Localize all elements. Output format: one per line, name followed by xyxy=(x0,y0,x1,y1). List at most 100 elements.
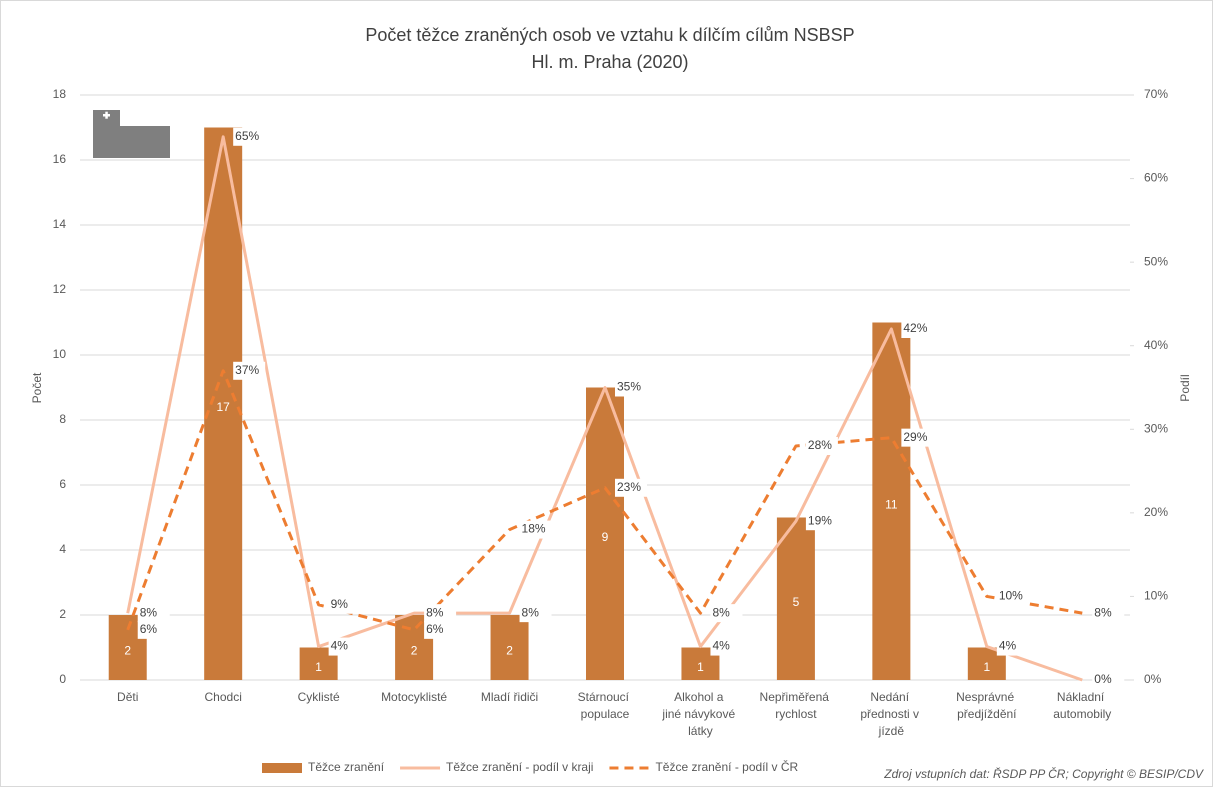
y-tick-label: 12 xyxy=(53,282,67,296)
value-label-bg xyxy=(328,637,361,656)
y-tick-label: 0 xyxy=(59,672,66,686)
x-tick-label: Děti xyxy=(117,690,138,704)
line-value-label: 6% xyxy=(426,622,444,636)
bar-value-label: 5 xyxy=(793,595,800,609)
x-tick-label: Alkohol a jiné návykové látky xyxy=(661,690,738,738)
value-label-bg xyxy=(901,428,934,447)
x-tick-label: Nedání přednosti v jízdě xyxy=(860,690,922,738)
x-tick-label: Mladí řidiči xyxy=(481,690,538,704)
value-label-bg xyxy=(1092,671,1125,689)
value-label-bg xyxy=(519,520,552,539)
y-tick-label: 8 xyxy=(59,412,66,426)
line-value-label: 19% xyxy=(808,513,832,527)
hospital-icon xyxy=(93,110,170,158)
legend-swatch xyxy=(262,763,302,773)
x-tick-label: Nákladní automobily xyxy=(1053,690,1111,721)
chart-subtitle: Hl. m. Praha (2020) xyxy=(531,52,688,72)
bar xyxy=(490,615,529,680)
y2-tick-label: 60% xyxy=(1144,171,1168,185)
y2-tick-label: 10% xyxy=(1144,589,1168,603)
line-value-label: 8% xyxy=(1094,605,1112,619)
bar-value-label: 1 xyxy=(315,660,322,674)
legend-label: Těžce zranění xyxy=(308,760,385,774)
value-label-bg xyxy=(519,604,552,623)
bar xyxy=(776,517,815,680)
x-tick-label: Stárnoucí populace xyxy=(578,690,633,721)
x-tick-label: Nepřiměřená rychlost xyxy=(760,690,833,721)
line-value-label: 10% xyxy=(999,589,1023,603)
y-tick-label: 6 xyxy=(59,477,66,491)
y2-tick-label: 30% xyxy=(1144,421,1168,435)
line-value-label: 23% xyxy=(617,480,641,494)
value-label-bg xyxy=(137,620,170,639)
value-label-bg xyxy=(137,604,170,623)
value-label-bg xyxy=(615,378,647,397)
value-label-bg xyxy=(615,478,647,497)
value-label-bg xyxy=(805,437,838,455)
bar-value-label: 2 xyxy=(506,644,513,658)
line-value-label: 6% xyxy=(140,622,158,636)
value-label-bg xyxy=(328,595,361,614)
line-value-label: 65% xyxy=(235,129,259,143)
y2-tick-label: 40% xyxy=(1144,338,1168,352)
y-tick-label: 14 xyxy=(53,217,67,231)
line-value-label: 37% xyxy=(235,363,259,377)
line-value-label: 29% xyxy=(903,430,927,444)
line-value-label: 18% xyxy=(522,522,546,536)
bar xyxy=(586,387,624,680)
bar-value-label: 1 xyxy=(697,660,704,674)
y2-tick-label: 0% xyxy=(1144,672,1162,686)
line-value-label: 4% xyxy=(999,639,1017,653)
bars xyxy=(108,127,1006,680)
y2-axis-label: Podíl xyxy=(1178,374,1192,401)
x-tick-label: Cyklisté xyxy=(298,690,340,704)
line-value-label: 35% xyxy=(617,380,641,394)
line-value-label: 8% xyxy=(140,605,158,619)
value-label-bg xyxy=(901,320,934,338)
y2-tick-label: 50% xyxy=(1144,254,1168,268)
value-label-bg xyxy=(996,637,1029,656)
y-tick-label: 2 xyxy=(59,607,66,621)
bar-value-label: 1 xyxy=(983,660,990,674)
value-label-bg xyxy=(710,637,743,656)
bar-value-label: 9 xyxy=(602,530,609,544)
x-tick-label: Chodci xyxy=(205,690,242,704)
bar-value-label: 2 xyxy=(124,644,131,658)
line-value-label: 8% xyxy=(712,605,730,619)
line-value-label: 28% xyxy=(808,438,832,452)
y2-tick-label: 20% xyxy=(1144,505,1168,519)
line-value-label: 8% xyxy=(522,605,540,619)
line-value-label: 9% xyxy=(331,597,349,611)
source-note: Zdroj vstupních dat: ŘSDP PP ČR; Copyrig… xyxy=(883,766,1204,781)
y-tick-label: 4 xyxy=(59,542,66,556)
legend-label: Těžce zranění - podíl v ČR xyxy=(655,759,798,774)
line-value-label: 8% xyxy=(426,605,444,619)
line-value-label: 0% xyxy=(1094,672,1112,686)
line-value-label: 4% xyxy=(712,639,730,653)
bar-value-label: 11 xyxy=(885,497,898,511)
value-label-bg xyxy=(710,604,743,623)
chart-title: Počet těžce zraněných osob ve vztahu k d… xyxy=(365,25,854,45)
y-tick-label: 16 xyxy=(53,152,67,166)
value-label-bg xyxy=(805,512,838,531)
y2-tick-label: 70% xyxy=(1144,87,1168,101)
bar-value-label: 2 xyxy=(411,644,418,658)
value-label-bg xyxy=(1092,604,1125,623)
value-label-bg xyxy=(233,127,266,146)
y-tick-label: 10 xyxy=(53,347,67,361)
value-label-bg xyxy=(996,587,1029,606)
x-tick-label: Nesprávné předjíždění xyxy=(956,690,1017,721)
legend-label: Těžce zranění - podíl v kraji xyxy=(446,760,593,774)
line xyxy=(126,369,1083,632)
y-tick-label: 18 xyxy=(53,87,67,101)
value-label-bg xyxy=(233,361,266,380)
value-label-bg xyxy=(424,604,457,623)
y-axis-label: Počet xyxy=(30,372,44,403)
value-label-bg xyxy=(424,620,457,639)
line-value-label: 42% xyxy=(903,321,927,335)
bar xyxy=(872,322,911,680)
line-value-label: 4% xyxy=(331,639,349,653)
bar-value-label: 17 xyxy=(217,400,231,414)
